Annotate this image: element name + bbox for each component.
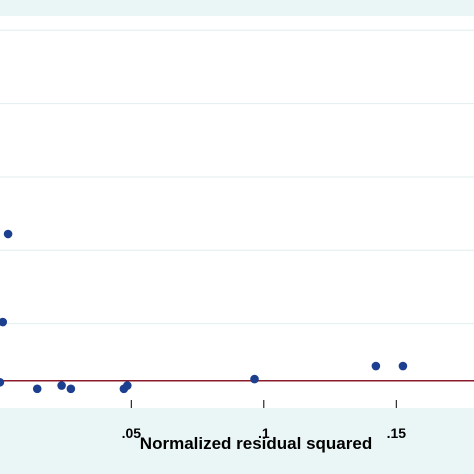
data-point-0-10: [398, 361, 408, 371]
data-point-0-4: [57, 381, 66, 390]
x-axis-ticks: [130, 400, 397, 408]
data-point-0-1: [0, 317, 8, 327]
data-point-0-3: [32, 384, 42, 394]
data-point-0-5: [66, 384, 76, 394]
x-axis-title: Normalized residual squared: [140, 434, 372, 453]
data-point-0-7: [123, 381, 132, 390]
grid-lines: [0, 29, 474, 325]
data-point-0-2: [3, 229, 13, 239]
data-point-0-8: [250, 374, 259, 384]
x-tick-labels: .05 .1 .15: [122, 425, 407, 441]
data-point-0-9: [371, 361, 381, 371]
x-tick-label-1: .1: [258, 425, 270, 441]
x-tick-label-2: .15: [387, 425, 407, 441]
plot-area: [0, 16, 474, 408]
x-tick-label-0: .05: [122, 425, 142, 441]
data-point-0-0: [0, 378, 5, 387]
data-points: [0, 229, 408, 394]
